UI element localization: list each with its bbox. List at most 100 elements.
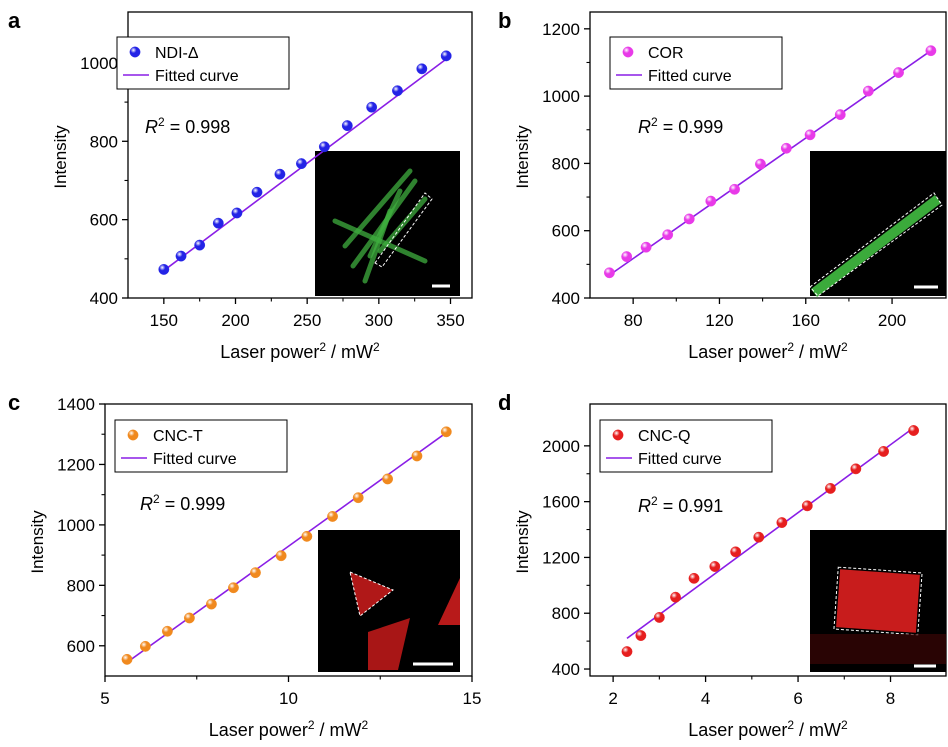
x-axis-label-unit: / mW (326, 342, 373, 362)
data-point (228, 582, 239, 594)
data-point (250, 567, 261, 579)
selection-outline (374, 192, 433, 268)
data-point (251, 186, 263, 198)
legend-fit-label: Fitted curve (648, 68, 732, 85)
x-tick-label: 2 (608, 689, 617, 708)
data-point (804, 129, 816, 141)
y-tick-label: 1600 (542, 493, 580, 512)
y-axis-label: Intensity (513, 510, 532, 574)
y-tick-label: 1400 (57, 395, 95, 414)
data-point (327, 511, 338, 522)
x-axis-label-unit-sup: 2 (362, 718, 369, 732)
x-axis-label-main: Laser power (209, 720, 308, 740)
legend-marker-label: COR (648, 45, 684, 62)
data-point (670, 591, 681, 603)
x-tick-label: 10 (279, 689, 298, 708)
data-point (121, 653, 133, 665)
data-point (139, 640, 151, 652)
inset-micrograph (810, 530, 946, 672)
data-point (411, 450, 423, 462)
legend-fit-label: Fitted curve (638, 451, 722, 468)
data-point (780, 142, 792, 154)
panel-label: b (498, 8, 511, 33)
legend-marker (622, 46, 634, 58)
triangle (438, 578, 460, 625)
data-point (275, 550, 287, 562)
inset-micrograph (809, 151, 946, 297)
x-tick-label: 200 (221, 311, 249, 330)
r-squared-symbol: R (638, 496, 651, 516)
x-axis-label-unit: / mW (315, 720, 362, 740)
data-point (184, 612, 195, 624)
fitted-curve-line (126, 432, 447, 664)
plot-frame (127, 11, 473, 299)
x-axis-label-unit: / mW (794, 720, 841, 740)
data-point (730, 546, 742, 558)
data-point (753, 531, 765, 543)
data-point (382, 473, 393, 485)
x-axis-label-main: Laser power (688, 720, 787, 740)
rod (342, 168, 413, 249)
legend-marker (129, 46, 141, 58)
y-tick-label: 1200 (542, 548, 580, 567)
data-point (825, 482, 836, 494)
x-axis-label-unit-sup: 2 (373, 340, 380, 354)
data-point (893, 67, 904, 78)
legend-box (599, 419, 773, 473)
data-point (688, 572, 700, 584)
crystal (836, 569, 920, 633)
y-tick-label: 600 (67, 637, 95, 656)
x-tick-label: 8 (886, 689, 895, 708)
legend: CNC-T Fitted curve (114, 419, 288, 473)
y-tick-label: 400 (552, 289, 580, 308)
legend-box (609, 36, 783, 90)
r-squared-sup: 2 (153, 492, 160, 506)
y-tick-label: 1000 (57, 516, 95, 535)
data-point (161, 625, 173, 637)
panel-label: a (8, 8, 21, 33)
y-tick-label: 2000 (542, 437, 580, 456)
r-squared-value: = 0.991 (658, 496, 724, 516)
y-tick-label: 400 (552, 660, 580, 679)
data-point (653, 612, 665, 623)
r-squared-annotation: R2 = 0.999 (638, 115, 723, 137)
data-point (194, 239, 206, 251)
r-squared-value: = 0.999 (160, 494, 226, 514)
data-point (274, 168, 286, 180)
x-axis-label-main: Laser power (220, 342, 319, 362)
data-point (621, 646, 633, 657)
x-tick-label: 350 (436, 311, 464, 330)
data-point (440, 426, 452, 438)
data-point (341, 120, 353, 132)
data-point (635, 630, 647, 641)
y-tick-label: 1000 (542, 87, 580, 106)
r-squared-symbol: R (145, 117, 158, 137)
legend-box (114, 419, 288, 473)
legend: CNC-Q Fitted curve (599, 419, 773, 473)
data-point (231, 207, 243, 219)
r-squared-annotation: R2 = 0.999 (140, 492, 225, 514)
data-point (862, 85, 874, 97)
triangle (349, 571, 394, 617)
y-tick-label: 600 (90, 211, 118, 230)
x-tick-label: 80 (624, 311, 643, 330)
y-axis-label: Intensity (513, 125, 532, 189)
y-tick-label: 800 (90, 132, 118, 151)
x-axis-label-unit-sup: 2 (841, 718, 848, 732)
y-tick-label: 1200 (57, 455, 95, 474)
x-tick-label: 4 (701, 689, 710, 708)
x-tick-label: 200 (878, 311, 906, 330)
data-point (296, 158, 307, 170)
r-squared-sup: 2 (651, 494, 658, 508)
x-tick-label: 6 (793, 689, 802, 708)
panel-a: a 150 200 250 300 350 400 600 800 1000 Intensity La… (8, 8, 473, 362)
legend-box (116, 36, 290, 90)
legend-marker (127, 429, 139, 441)
rod (362, 208, 393, 284)
data-point (878, 446, 889, 457)
triangle (368, 618, 410, 670)
x-axis-label-sup: 2 (308, 718, 315, 732)
x-tick-label: 150 (150, 311, 178, 330)
r-squared-annotation: R2 = 0.991 (638, 494, 723, 516)
